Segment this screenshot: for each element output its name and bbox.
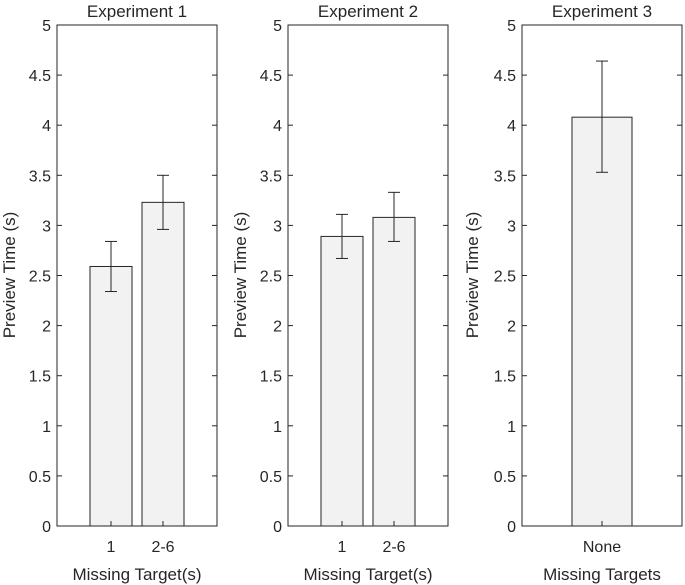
y-tick-label: 0.5 [29,469,51,486]
x-axis-label: Missing Target(s) [72,565,201,584]
y-tick-label: 3 [42,218,51,235]
y-tick-label: 1.5 [260,369,282,386]
panel-title: Experiment 2 [318,2,418,21]
panel-title: Experiment 3 [552,2,652,21]
y-tick-label: 3.5 [29,168,51,185]
y-tick-label: 2 [273,319,282,336]
y-tick-label: 5 [42,18,51,35]
axes-box [287,24,449,527]
panel-experiment-3: Experiment 3 Missing Targets Preview Tim… [463,2,683,584]
x-tick-label: 1 [338,539,347,556]
x-tick-label: None [583,539,621,556]
bar [372,216,416,527]
y-tick-label: 3.5 [494,168,516,185]
bar [320,235,364,527]
y-tick-label: 0 [42,519,51,536]
panel-experiment-1: Experiment 1 Missing Target(s) Preview T… [0,2,218,584]
panel-title: Experiment 1 [87,2,187,21]
y-axis-label: Preview Time (s) [463,212,482,339]
y-tick-label: 2 [507,319,516,336]
y-tick-label: 0 [273,519,282,536]
bar [571,116,633,527]
plot-area: 0 0.5 1 1.5 2 2.5 3 3.5 4 4.5 5 None [494,18,683,556]
y-tick-label: 4 [273,118,282,135]
y-tick-label: 4.5 [29,68,51,85]
x-axis-label: Missing Target(s) [303,565,432,584]
y-tick-label: 4 [507,118,516,135]
y-tick-label: 1 [273,419,282,436]
y-tick-label: 4 [42,118,51,135]
y-tick-label: 1 [42,419,51,436]
y-tick-label: 1 [507,419,516,436]
y-tick-label: 5 [507,18,516,35]
axes-box [56,24,218,527]
x-axis-label: Missing Targets [543,565,661,584]
y-tick-label: 5 [273,18,282,35]
y-tick-label: 2.5 [260,269,282,286]
y-tick-label: 1.5 [29,369,51,386]
y-tick-label: 3 [273,218,282,235]
y-axis-label: Preview Time (s) [231,212,250,339]
bar [89,265,133,527]
x-tick-label: 1 [107,539,116,556]
y-tick-label: 0 [507,519,516,536]
panel-experiment-2: Experiment 2 Missing Target(s) Preview T… [231,2,449,584]
y-tick-label: 2.5 [494,269,516,286]
y-tick-label: 2.5 [29,269,51,286]
y-tick-label: 1.5 [494,369,516,386]
y-tick-label: 0.5 [260,469,282,486]
x-tick-label: 2-6 [151,539,174,556]
plot-area: 0 0.5 1 1.5 2 2.5 3 3.5 4 4.5 5 1 2-6 [29,18,218,556]
y-tick-label: 4.5 [494,68,516,85]
y-tick-label: 3 [507,218,516,235]
bar [141,201,185,527]
y-tick-label: 0.5 [494,469,516,486]
y-axis-label: Preview Time (s) [0,212,19,339]
y-tick-label: 2 [42,319,51,336]
plot-area: 0 0.5 1 1.5 2 2.5 3 3.5 4 4.5 5 1 2-6 [260,18,449,556]
x-tick-label: 2-6 [382,539,405,556]
y-tick-label: 3.5 [260,168,282,185]
y-tick-label: 4.5 [260,68,282,85]
